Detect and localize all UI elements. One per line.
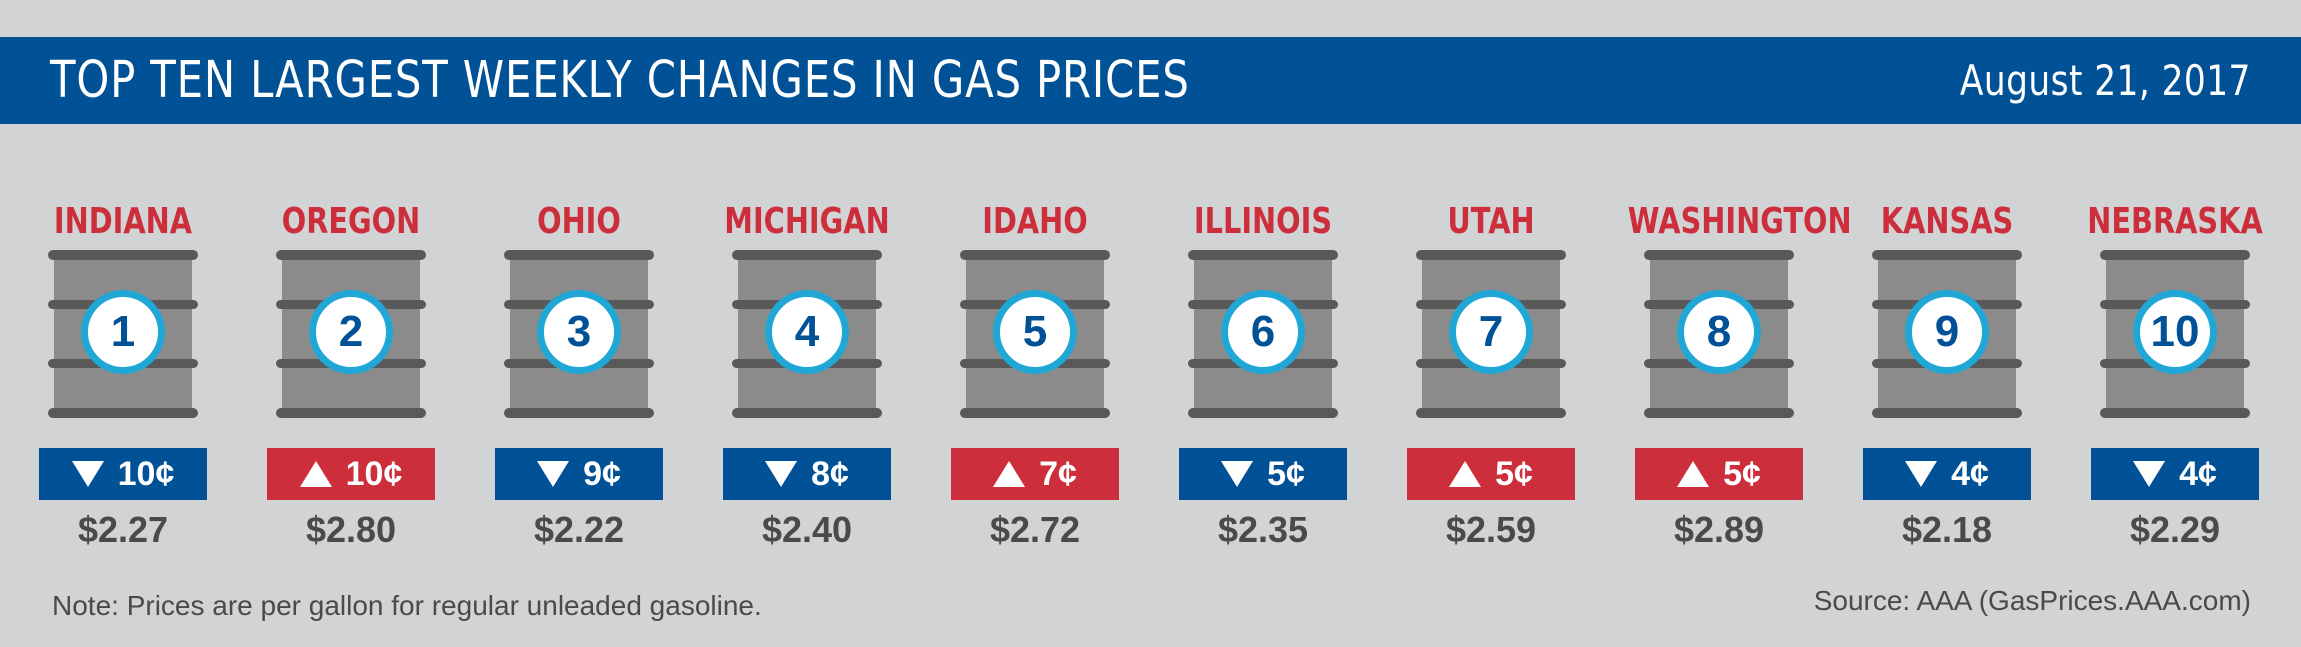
gas-price: $2.59 bbox=[1445, 509, 1537, 550]
price-change-value: 5¢ bbox=[1723, 454, 1761, 493]
up-triangle-icon bbox=[1449, 461, 1482, 487]
price-change-badge: 10¢ bbox=[39, 448, 207, 500]
state-card: KANSAS 9 4¢ $2.18 bbox=[1833, 180, 2061, 560]
price-change-badge: 9¢ bbox=[495, 448, 663, 500]
gas-price: $2.29 bbox=[2129, 509, 2221, 550]
down-triangle-icon bbox=[765, 461, 798, 487]
price-change-value: 7¢ bbox=[1039, 454, 1077, 493]
page-title: TOP TEN LARGEST WEEKLY CHANGES IN GAS PR… bbox=[50, 51, 1190, 110]
down-triangle-icon bbox=[2133, 461, 2166, 487]
down-triangle-icon bbox=[1905, 461, 1938, 487]
price-change-value: 4¢ bbox=[1951, 454, 1989, 493]
price-change-badge: 4¢ bbox=[2091, 448, 2259, 500]
state-card: OHIO 3 9¢ $2.22 bbox=[465, 180, 693, 560]
header-banner: TOP TEN LARGEST WEEKLY CHANGES IN GAS PR… bbox=[0, 37, 2301, 124]
footnote: Note: Prices are per gallon for regular … bbox=[52, 590, 762, 621]
gas-price: $2.35 bbox=[1217, 509, 1309, 550]
source-credit: Source: AAA (GasPrices.AAA.com) bbox=[1813, 585, 2251, 616]
state-name: MICHIGAN bbox=[724, 201, 890, 242]
state-name: INDIANA bbox=[53, 201, 193, 242]
state-name: KANSAS bbox=[1880, 201, 2014, 242]
state-card: ILLINOIS 6 5¢ $2.35 bbox=[1149, 180, 1377, 560]
oil-barrel-icon bbox=[1872, 250, 2022, 418]
oil-barrel-icon bbox=[504, 250, 654, 418]
state-card: OREGON 2 10¢ $2.80 bbox=[237, 180, 465, 560]
price-change-value: 5¢ bbox=[1495, 454, 1533, 493]
state-card: WASHINGTON 8 5¢ $2.89 bbox=[1605, 180, 1852, 560]
rank-badge: 7 bbox=[1449, 290, 1533, 374]
state-card: IDAHO 5 7¢ $2.72 bbox=[921, 180, 1149, 560]
state-name: OREGON bbox=[281, 201, 421, 242]
state-card: INDIANA 1 10¢ $2.27 bbox=[9, 180, 237, 560]
up-triangle-icon bbox=[993, 461, 1026, 487]
state-card: NEBRASKA 10 4¢ $2.29 bbox=[2061, 180, 2289, 560]
state-name: UTAH bbox=[1447, 201, 1535, 242]
price-change-value: 10¢ bbox=[117, 454, 175, 493]
rank-badge: 9 bbox=[1905, 290, 1989, 374]
gas-price: $2.40 bbox=[761, 509, 853, 550]
down-triangle-icon bbox=[1221, 461, 1254, 487]
price-change-badge: 10¢ bbox=[267, 448, 435, 500]
price-change-value: 9¢ bbox=[583, 454, 621, 493]
state-name: OHIO bbox=[537, 201, 621, 242]
state-name: NEBRASKA bbox=[2087, 201, 2263, 242]
rank-badge: 2 bbox=[309, 290, 393, 374]
rank-badge: 1 bbox=[81, 290, 165, 374]
price-change-badge: 7¢ bbox=[951, 448, 1119, 500]
price-change-value: 4¢ bbox=[2179, 454, 2217, 493]
rank-badge: 8 bbox=[1677, 290, 1761, 374]
gas-price: $2.18 bbox=[1901, 509, 1993, 550]
price-change-badge: 5¢ bbox=[1179, 448, 1347, 500]
gas-price: $2.72 bbox=[989, 509, 1081, 550]
rank-badge: 3 bbox=[537, 290, 621, 374]
gas-price: $2.22 bbox=[533, 509, 625, 550]
state-name: IDAHO bbox=[982, 201, 1088, 242]
state-card: MICHIGAN 4 8¢ $2.40 bbox=[693, 180, 921, 560]
gas-price: $2.80 bbox=[305, 509, 397, 550]
rank-badge: 10 bbox=[2133, 290, 2217, 374]
report-date: August 21, 2017 bbox=[1960, 56, 2251, 105]
state-name: ILLINOIS bbox=[1193, 201, 1333, 242]
down-triangle-icon bbox=[537, 461, 570, 487]
price-change-badge: 5¢ bbox=[1635, 448, 1803, 500]
price-change-badge: 5¢ bbox=[1407, 448, 1575, 500]
price-change-badge: 4¢ bbox=[1863, 448, 2031, 500]
state-name: WASHINGTON bbox=[1627, 201, 1852, 242]
price-change-value: 8¢ bbox=[811, 454, 849, 493]
gas-price: $2.27 bbox=[77, 509, 169, 550]
price-change-value: 10¢ bbox=[345, 454, 403, 493]
gas-price: $2.89 bbox=[1673, 509, 1765, 550]
rank-badge: 5 bbox=[993, 290, 1077, 374]
rank-badge: 6 bbox=[1221, 290, 1305, 374]
price-change-value: 5¢ bbox=[1267, 454, 1305, 493]
up-triangle-icon bbox=[1677, 461, 1710, 487]
price-change-badge: 8¢ bbox=[723, 448, 891, 500]
rank-badge: 4 bbox=[765, 290, 849, 374]
state-card: UTAH 7 5¢ $2.59 bbox=[1377, 180, 1605, 560]
up-triangle-icon bbox=[299, 461, 332, 487]
down-triangle-icon bbox=[71, 461, 104, 487]
